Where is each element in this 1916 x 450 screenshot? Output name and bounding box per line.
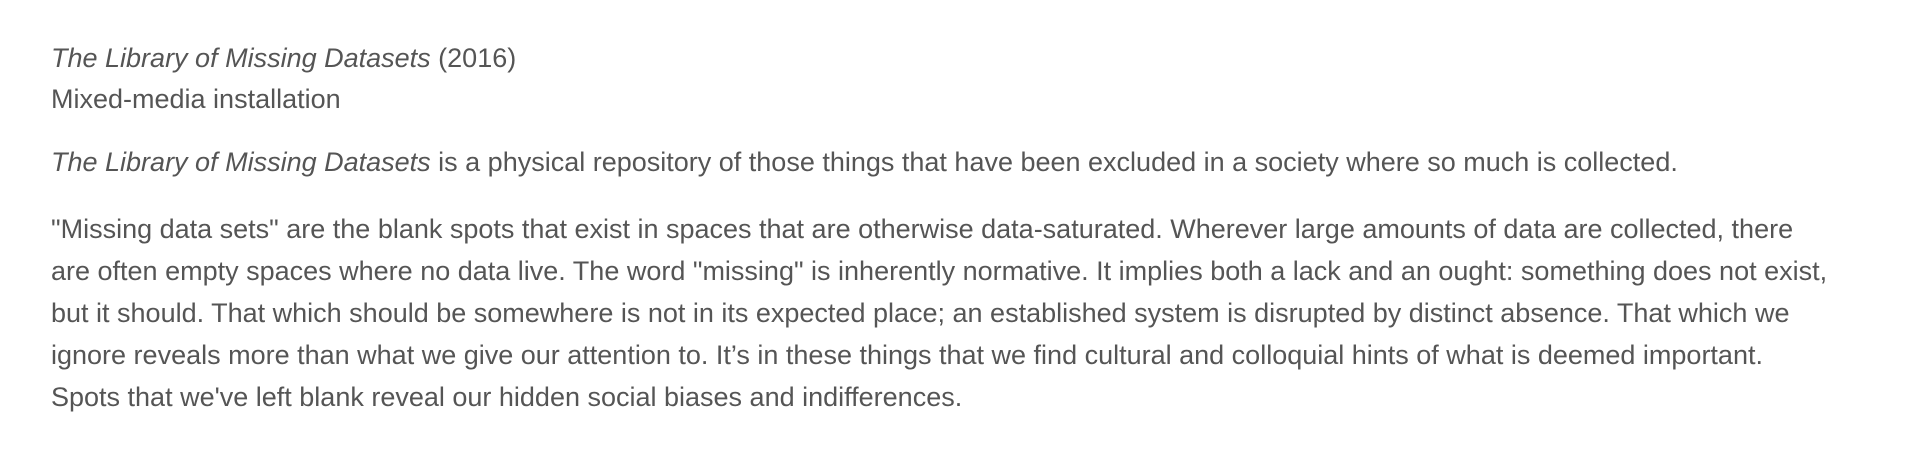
artwork-year: (2016): [438, 43, 517, 73]
artwork-caption: The Library of Missing Datasets (2016) M…: [51, 38, 1831, 120]
title-year-line: The Library of Missing Datasets (2016): [51, 38, 1831, 79]
body-paragraph: "Missing data sets" are the blank spots …: [51, 214, 1828, 412]
artwork-title: The Library of Missing Datasets: [51, 43, 431, 73]
intro-text: is a physical repository of those things…: [430, 147, 1678, 177]
intro-title: The Library of Missing Datasets: [51, 147, 431, 177]
artwork-description: The Library of Missing Datasets (2016) M…: [51, 38, 1831, 443]
intro-paragraph: The Library of Missing Datasets is a phy…: [51, 141, 1831, 183]
artwork-medium: Mixed-media installation: [51, 84, 341, 114]
